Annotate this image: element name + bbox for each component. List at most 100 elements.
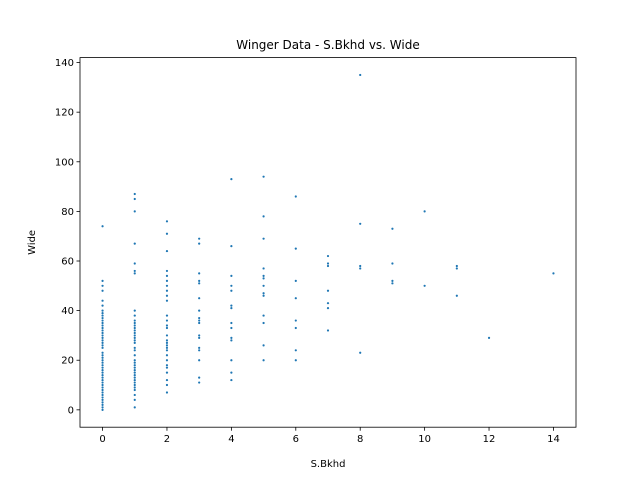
data-point — [101, 225, 104, 228]
x-tick-label: 6 — [293, 434, 299, 445]
data-point — [391, 262, 394, 265]
data-point — [133, 393, 136, 397]
data-point — [133, 210, 136, 213]
data-point — [230, 371, 233, 374]
data-point — [326, 262, 330, 265]
data-point — [230, 289, 233, 292]
data-point — [133, 359, 136, 362]
data-point — [133, 349, 136, 352]
data-point — [165, 341, 169, 344]
data-point — [326, 264, 330, 268]
data-point — [455, 294, 458, 297]
data-point — [230, 359, 233, 362]
data-point — [165, 324, 169, 327]
x-tick-label: 0 — [99, 434, 105, 445]
data-point — [101, 359, 104, 362]
data-point — [101, 289, 104, 292]
data-point — [133, 334, 136, 337]
data-point — [230, 307, 233, 310]
data-point — [198, 381, 201, 384]
data-point — [198, 319, 201, 322]
data-point — [101, 396, 104, 399]
data-point — [391, 227, 394, 230]
data-point — [133, 321, 136, 325]
data-point — [133, 398, 136, 402]
data-point — [101, 321, 104, 325]
data-point — [326, 302, 330, 305]
data-point — [198, 272, 201, 275]
data-point — [101, 391, 104, 394]
data-point — [133, 374, 136, 377]
data-point — [101, 324, 104, 327]
data-point — [101, 329, 104, 332]
data-point — [198, 359, 201, 362]
data-point — [165, 346, 169, 349]
data-point — [165, 371, 169, 374]
data-point — [423, 210, 426, 213]
data-point — [165, 299, 169, 302]
y-axis-label: Wide — [27, 230, 38, 255]
data-point — [101, 356, 104, 359]
data-point — [165, 279, 169, 282]
data-point — [165, 334, 169, 337]
data-point — [165, 391, 169, 394]
data-point — [294, 349, 297, 352]
data-point — [101, 369, 104, 372]
data-point — [165, 364, 169, 367]
data-point — [133, 369, 136, 372]
data-point — [262, 314, 265, 317]
data-point — [262, 175, 265, 178]
data-point — [230, 326, 233, 330]
data-point — [391, 279, 394, 282]
y-tick-label: 40 — [61, 306, 74, 317]
data-point — [165, 220, 169, 223]
data-point — [262, 359, 265, 362]
data-point — [165, 314, 169, 317]
data-point — [552, 272, 555, 275]
data-point — [101, 339, 104, 342]
data-point — [101, 403, 104, 406]
data-point — [133, 339, 136, 342]
data-point — [165, 294, 169, 297]
data-point — [133, 361, 136, 364]
data-point — [133, 371, 136, 374]
data-point — [101, 331, 104, 335]
data-point — [198, 237, 201, 240]
data-point — [165, 359, 169, 362]
data-point — [294, 359, 297, 362]
data-point — [133, 406, 136, 409]
data-point — [230, 378, 233, 382]
data-point — [423, 284, 426, 287]
data-point — [101, 284, 104, 287]
data-point — [294, 247, 297, 250]
data-point — [230, 336, 233, 339]
data-point — [455, 267, 458, 270]
data-point — [133, 324, 136, 327]
data-point — [165, 354, 169, 357]
data-point — [294, 319, 297, 322]
data-point — [101, 398, 104, 402]
data-point — [165, 274, 169, 277]
data-point — [133, 309, 136, 312]
data-point — [230, 321, 233, 325]
data-point — [326, 307, 330, 310]
x-tick-label: 2 — [164, 434, 170, 445]
data-point — [101, 314, 104, 317]
data-point — [101, 366, 104, 369]
data-point — [101, 393, 104, 397]
data-point — [198, 349, 201, 352]
data-point — [133, 381, 136, 384]
data-point — [165, 344, 169, 347]
data-point — [133, 354, 136, 357]
data-point — [230, 339, 233, 342]
data-point — [101, 279, 104, 282]
data-point — [101, 408, 104, 411]
y-tick-label: 20 — [61, 356, 74, 367]
data-point — [326, 289, 330, 292]
data-point — [101, 388, 104, 392]
data-point — [262, 292, 265, 295]
data-point — [133, 242, 136, 245]
x-tick-label: 8 — [357, 434, 363, 445]
data-point — [198, 309, 201, 312]
data-point — [101, 406, 104, 409]
